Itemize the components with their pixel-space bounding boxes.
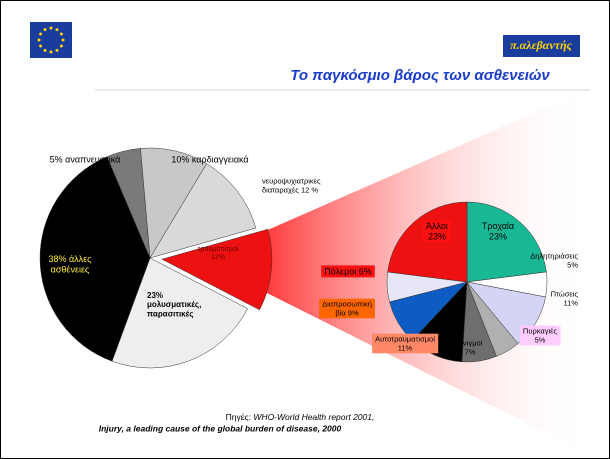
star (43, 48, 47, 52)
label-box (478, 220, 518, 243)
star (43, 28, 47, 32)
slice-label-text: 23% (147, 291, 163, 300)
slice-label-text: μολυσματικές, (147, 300, 201, 309)
source-line2: Injury, a leading cause of the global bu… (99, 423, 342, 433)
slice-label-text: Άλλοι (426, 221, 448, 231)
slice-label-text: 5% (535, 335, 546, 344)
slice-label-text: ασθένειες (51, 265, 90, 275)
star (39, 32, 43, 36)
slice-label-text: Δηλητηριάσεις (530, 252, 578, 261)
pie-slice (106, 148, 151, 259)
slice-label-text: 5% αναπνευστικά (50, 154, 121, 164)
star (49, 50, 53, 54)
star (59, 44, 63, 48)
title: Το παγκόσμιο βάρος των ασθενειών (290, 67, 550, 84)
slice-label-text: 5% (567, 260, 578, 269)
star (49, 26, 53, 30)
charts: 10% καρδιαγγειακά νευροψυχιατρικεςδιαταρα… (39, 147, 579, 369)
star (55, 48, 59, 52)
source-line1: Πηγές: WHO-World Health report 2001, (226, 412, 375, 422)
star (55, 28, 59, 32)
logo: π.αλεβαντής (510, 38, 572, 52)
slice-label: 5% αναπνευστικά (50, 154, 121, 164)
slice-label: 23%μολυσματικές,παρασιτικές (147, 291, 201, 318)
pie-slice (111, 257, 248, 369)
slice-label-text: 12% (211, 254, 225, 261)
slice-label-text: νευροψυχιατρικες (262, 177, 321, 186)
star (37, 38, 41, 42)
slice-label-text: 10% καρδιαγγειακά (171, 154, 248, 164)
slice-label-text: Πνιγμοί (458, 339, 483, 348)
slice-label-text: διαταραχές 12 % (262, 185, 318, 194)
slice-label: 10% καρδιαγγειακά (171, 154, 248, 164)
slice-label-text: παρασιτικές (147, 309, 193, 318)
slice-label-text: Διαπροσωπική (322, 300, 372, 309)
label-box (372, 333, 439, 354)
eu-flag (30, 22, 72, 58)
pie-slice (39, 156, 151, 362)
star (39, 44, 43, 48)
label-box (423, 220, 451, 243)
slice-label-text: 38% άλλες (48, 254, 92, 264)
slice-label-text: 23% (489, 232, 507, 242)
slice-label-text: τραυματισμοί (198, 245, 239, 253)
slice-label-text: 23% (428, 232, 446, 242)
slice-label-text: 11% (398, 343, 413, 352)
star (59, 32, 63, 36)
slice-label-text: Πτώσεις (551, 290, 579, 299)
pie-slice (149, 163, 257, 259)
slice-label-text: 11% (564, 298, 579, 307)
slice-label-text: 7% (465, 347, 476, 356)
slice-label-text: Τροχαία (482, 221, 514, 231)
label-box (519, 325, 561, 346)
source-prefix: Πηγές: (226, 412, 251, 422)
star (61, 38, 65, 42)
logo-box (503, 35, 580, 57)
pie-slice (161, 228, 273, 311)
slice-label: Πόλεμοι 6% (321, 265, 375, 278)
label-box (319, 298, 375, 319)
slice-label-text: Πόλεμοι 6% (324, 266, 372, 276)
label-box (321, 265, 375, 278)
slice-label-text: βία 9% (335, 308, 359, 317)
source-report: WHO-World Health report 2001, (253, 412, 374, 422)
slice-label-text: Πυρκαγιές (523, 327, 558, 336)
slice-label-text: Αυτοτραυματισμοί (375, 335, 435, 344)
